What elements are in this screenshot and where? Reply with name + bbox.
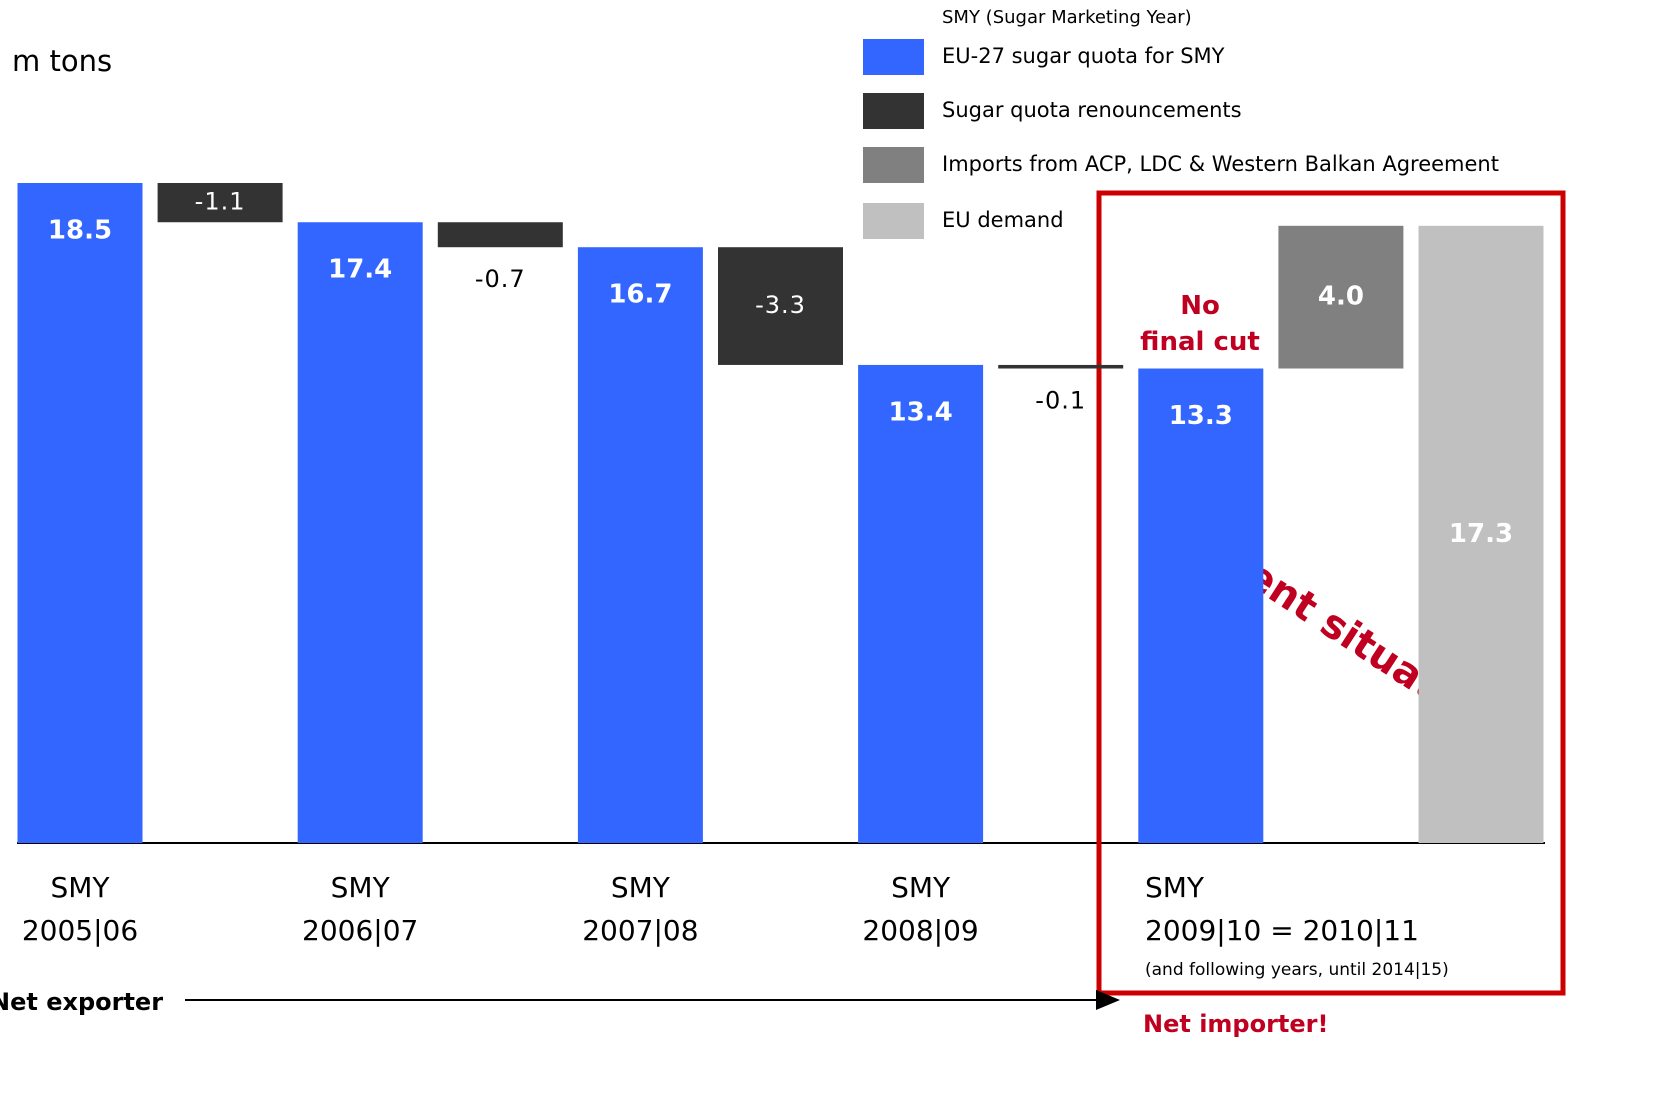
bar <box>157 183 283 223</box>
bar <box>577 247 703 844</box>
legend-title: SMY (Sugar Marketing Year) <box>942 7 1192 28</box>
highlight-box <box>1096 190 1566 996</box>
value-label: -1.1 <box>195 188 246 216</box>
bar <box>718 247 843 365</box>
value-label: -3.3 <box>755 291 806 319</box>
value-label: 13.3 <box>1169 401 1233 431</box>
legend-swatch <box>863 39 924 75</box>
net-exporter: Net exporter <box>0 988 163 1016</box>
bar <box>1418 225 1544 844</box>
bar <box>297 222 423 844</box>
x-tick-label: SMY 2008|09 <box>862 871 979 947</box>
legend-label: EU demand <box>942 208 1064 232</box>
no-final-cut: No final cut <box>1140 291 1260 357</box>
value-label: 17.3 <box>1449 519 1513 549</box>
legend-label: Sugar quota renouncements <box>942 98 1242 122</box>
x-tick-label: SMY 2006|07 <box>302 871 419 947</box>
value-label: 17.4 <box>328 255 392 285</box>
value-label: -0.1 <box>1035 387 1086 415</box>
bar <box>437 222 563 248</box>
bar <box>1138 368 1264 843</box>
value-label: 4.0 <box>1318 282 1364 312</box>
net-importer: Net importer! <box>1143 1010 1328 1038</box>
x-tick-label: SMY 2009|10 = 2010|11 <box>1145 871 1419 947</box>
bar <box>17 183 143 843</box>
footnote: (and following years, until 2014|15) <box>1145 960 1449 980</box>
bar <box>1278 225 1404 369</box>
value-label: 13.4 <box>889 397 953 427</box>
unit-label: m tons <box>12 44 112 78</box>
bar <box>858 364 984 843</box>
legend-swatch <box>863 93 924 129</box>
legend-swatch <box>863 147 924 183</box>
bar <box>998 364 1124 369</box>
value-label: 18.5 <box>48 216 112 246</box>
legend-label: Imports from ACP, LDC & Western Balkan A… <box>942 152 1499 176</box>
value-label: -0.7 <box>475 265 526 293</box>
x-tick-label: SMY 2005|06 <box>21 871 139 947</box>
legend-label: EU-27 sugar quota for SMY <box>942 44 1225 68</box>
value-label: 16.7 <box>608 280 672 310</box>
x-tick-label: SMY 2007|08 <box>582 871 699 947</box>
legend-swatch <box>863 203 924 239</box>
